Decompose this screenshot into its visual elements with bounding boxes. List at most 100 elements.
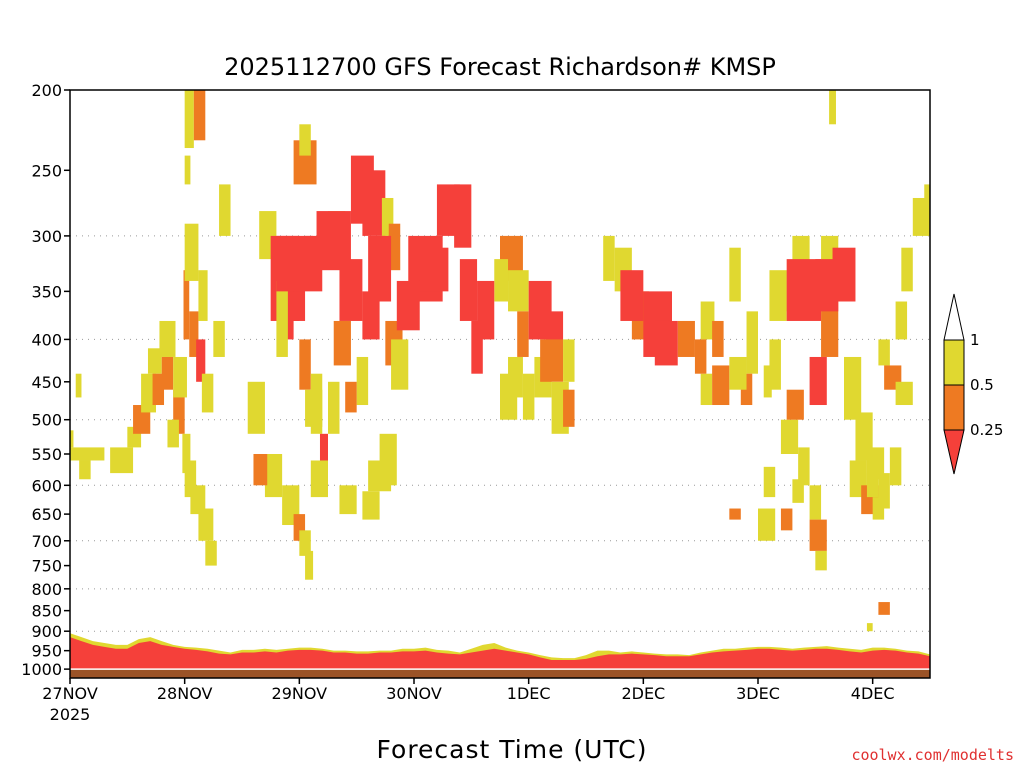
ri-cell	[333, 320, 351, 366]
ri-cell	[205, 540, 217, 566]
ri-red-block	[832, 247, 856, 302]
y-tick-label: 900	[31, 622, 62, 641]
ri-cell	[293, 514, 306, 541]
ri-cell	[147, 348, 162, 374]
y-tick-label: 650	[31, 505, 62, 524]
ri-cell	[798, 447, 810, 486]
ri-cell	[729, 508, 741, 520]
y-tick-label: 750	[31, 557, 62, 576]
plot-frame	[69, 89, 931, 679]
ground-band	[70, 669, 930, 678]
ri-cell	[345, 381, 357, 413]
y-tick-label: 550	[31, 445, 62, 464]
ri-cell	[161, 356, 174, 390]
ri-cell	[889, 447, 902, 486]
ri-cell	[310, 460, 328, 498]
ri-cell	[264, 453, 283, 498]
richardson-cells	[70, 90, 930, 632]
ri-cell	[809, 356, 827, 406]
ri-cell	[729, 356, 747, 390]
ri-cell	[500, 373, 518, 420]
y-tick-label: 600	[31, 476, 62, 495]
y-tick-label: 350	[31, 282, 62, 301]
ri-cell	[758, 508, 776, 541]
ri-cell	[829, 90, 836, 125]
ri-cell	[563, 339, 575, 382]
ri-cell	[694, 339, 707, 374]
ri-cell	[866, 473, 879, 498]
ri-cell	[253, 453, 268, 486]
x-tick-label: 4DEC	[851, 684, 895, 703]
ri-cell	[299, 339, 311, 390]
ri-cell	[299, 530, 311, 556]
ri-cell	[388, 223, 401, 271]
ri-cell	[184, 90, 194, 149]
ri-cell	[924, 184, 930, 212]
ri-cell	[173, 356, 187, 398]
ri-cell	[809, 519, 827, 551]
ri-cell	[328, 381, 340, 434]
ri-cell	[110, 447, 134, 474]
colorbar-bin	[943, 339, 965, 386]
ri-red-block	[454, 184, 472, 248]
ri-cell	[866, 623, 873, 632]
x-tick-label: 2DEC	[621, 684, 665, 703]
ri-cell	[70, 430, 74, 448]
y-tick-label: 300	[31, 227, 62, 246]
ri-cell	[339, 259, 363, 321]
ri-red-block	[654, 320, 678, 366]
ri-cell	[189, 311, 199, 357]
ri-cell	[141, 373, 156, 413]
x-tick-label: 28NOV	[157, 684, 213, 703]
x-tick-label: 27NOV	[42, 684, 98, 703]
ri-cell	[563, 389, 575, 427]
chart-title: 2025112700 GFS Forecast Richardson# KMSP	[224, 53, 776, 81]
ri-cell	[746, 311, 758, 374]
ri-cell	[712, 320, 724, 357]
ri-cell	[305, 389, 323, 427]
y-tick-label: 450	[31, 373, 62, 392]
ri-cell	[276, 280, 288, 357]
ri-red-block	[459, 259, 478, 321]
colorbar-label: 0.25	[970, 421, 1003, 439]
ri-cell	[159, 320, 176, 357]
ri-cell	[769, 339, 781, 390]
x-tick-label: 29NOV	[272, 684, 328, 703]
ri-cell	[182, 433, 191, 474]
ri-cell	[866, 447, 885, 480]
ri-cell	[70, 447, 105, 461]
ri-cell	[247, 381, 265, 434]
ri-cell	[769, 270, 787, 321]
ri-cell	[815, 550, 827, 571]
colorbar-bin	[943, 384, 965, 431]
ri-cell	[540, 339, 564, 382]
ri-cell	[184, 223, 199, 281]
ri-cell	[878, 473, 890, 509]
ri-red-block	[419, 247, 449, 292]
ri-cell	[362, 170, 386, 236]
ri-cell	[603, 235, 615, 281]
ri-cell	[198, 270, 208, 321]
ri-cell	[792, 479, 804, 503]
x-tick-label: 3DEC	[736, 684, 780, 703]
y-axis-ticks: 200 250 300 350 400 450 500 550 600 650 700 750 800 8…	[21, 81, 70, 679]
ri-cell	[173, 389, 185, 434]
x-axis-title: Forecast Time (UTC)	[377, 735, 648, 764]
y-tick-label: 700	[31, 532, 62, 551]
ri-cell	[299, 124, 311, 156]
ri-red-block	[436, 184, 460, 236]
ri-cell	[786, 389, 804, 420]
boundary-layer	[70, 633, 930, 678]
ri-cell	[780, 419, 799, 454]
ri-cell	[201, 373, 214, 413]
ri-cell	[196, 339, 206, 382]
ri-cell	[677, 320, 695, 357]
ri-red-block	[620, 270, 644, 321]
ri-cell	[75, 373, 82, 398]
ri-cell	[381, 197, 394, 236]
colorbar-top-arrow	[943, 293, 965, 341]
ri-cell	[878, 602, 890, 615]
ri-cell	[368, 460, 392, 492]
y-tick-label: 800	[31, 580, 62, 599]
ri-cell	[319, 433, 328, 461]
